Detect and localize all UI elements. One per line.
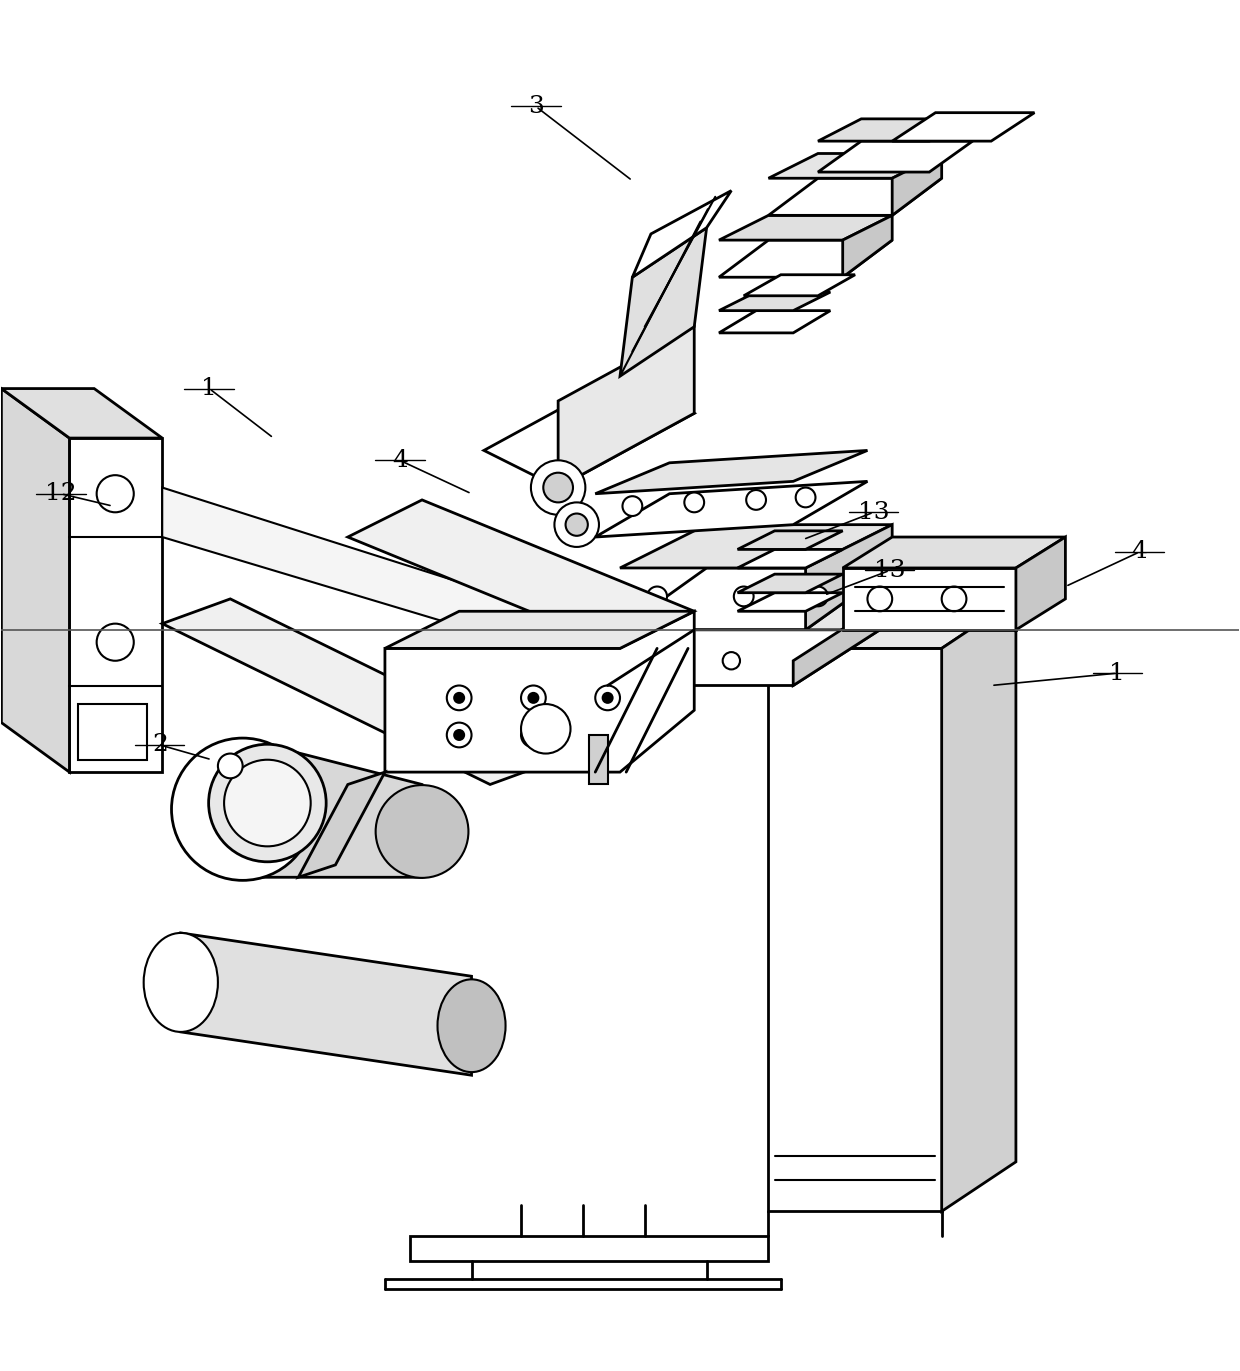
Circle shape [97, 624, 134, 661]
Polygon shape [769, 599, 1016, 648]
Text: 4: 4 [1132, 540, 1147, 563]
Circle shape [636, 653, 653, 669]
Circle shape [723, 653, 740, 669]
Polygon shape [719, 240, 893, 277]
Circle shape [684, 492, 704, 513]
Polygon shape [738, 574, 843, 592]
Circle shape [528, 729, 538, 740]
Polygon shape [595, 481, 868, 537]
Polygon shape [806, 525, 893, 629]
Polygon shape [794, 605, 880, 686]
Polygon shape [1016, 537, 1065, 629]
Polygon shape [181, 932, 471, 1075]
Polygon shape [558, 326, 694, 488]
Polygon shape [595, 451, 868, 494]
Polygon shape [738, 531, 843, 550]
Circle shape [647, 587, 667, 606]
Polygon shape [1, 388, 69, 772]
Ellipse shape [144, 932, 218, 1032]
Polygon shape [738, 592, 843, 611]
Polygon shape [299, 772, 384, 877]
Text: 13: 13 [858, 500, 889, 524]
Ellipse shape [438, 979, 506, 1072]
Bar [78, 705, 148, 760]
Polygon shape [719, 215, 893, 240]
Circle shape [796, 488, 816, 507]
Circle shape [521, 705, 570, 754]
Polygon shape [620, 568, 893, 629]
Circle shape [868, 587, 893, 611]
Circle shape [531, 461, 585, 514]
Polygon shape [744, 274, 856, 296]
Circle shape [622, 496, 642, 515]
Circle shape [454, 692, 464, 703]
Polygon shape [620, 525, 893, 568]
Text: 2: 2 [151, 733, 167, 757]
Text: 1: 1 [1110, 662, 1125, 684]
Circle shape [521, 723, 546, 747]
Polygon shape [769, 178, 941, 215]
Polygon shape [818, 141, 972, 171]
Polygon shape [893, 154, 941, 215]
Text: 13: 13 [874, 559, 905, 581]
Polygon shape [893, 112, 1034, 141]
Circle shape [603, 692, 613, 703]
Circle shape [595, 686, 620, 710]
Text: 12: 12 [45, 483, 77, 506]
Polygon shape [409, 1237, 769, 1261]
Polygon shape [843, 215, 893, 277]
Polygon shape [632, 191, 732, 277]
Polygon shape [162, 599, 558, 784]
Circle shape [746, 489, 766, 510]
Polygon shape [1, 388, 162, 439]
Circle shape [941, 587, 966, 611]
Polygon shape [818, 119, 972, 141]
Polygon shape [347, 500, 694, 648]
Text: 4: 4 [392, 448, 408, 472]
Polygon shape [384, 611, 694, 648]
Polygon shape [719, 292, 831, 311]
Circle shape [554, 502, 599, 547]
Ellipse shape [224, 760, 311, 846]
Polygon shape [769, 648, 941, 1212]
Polygon shape [608, 629, 880, 686]
Polygon shape [484, 376, 694, 488]
Circle shape [808, 587, 828, 606]
Circle shape [218, 754, 243, 779]
Circle shape [446, 686, 471, 710]
Polygon shape [69, 439, 162, 772]
Polygon shape [589, 735, 608, 784]
Circle shape [734, 587, 754, 606]
Polygon shape [738, 550, 843, 568]
Circle shape [454, 729, 464, 740]
Circle shape [565, 514, 588, 536]
Circle shape [446, 723, 471, 747]
Circle shape [543, 473, 573, 502]
Polygon shape [243, 739, 422, 877]
Polygon shape [384, 611, 694, 772]
Polygon shape [843, 568, 1016, 629]
Polygon shape [719, 311, 831, 333]
Polygon shape [769, 154, 941, 178]
Circle shape [528, 692, 538, 703]
Text: 3: 3 [528, 95, 544, 118]
Circle shape [97, 476, 134, 513]
Polygon shape [162, 488, 570, 648]
Ellipse shape [376, 786, 469, 877]
Polygon shape [843, 537, 1065, 568]
Ellipse shape [208, 744, 326, 862]
Circle shape [521, 686, 546, 710]
Polygon shape [941, 599, 1016, 1212]
Ellipse shape [171, 738, 314, 880]
Text: 1: 1 [201, 377, 217, 400]
Polygon shape [620, 228, 707, 376]
